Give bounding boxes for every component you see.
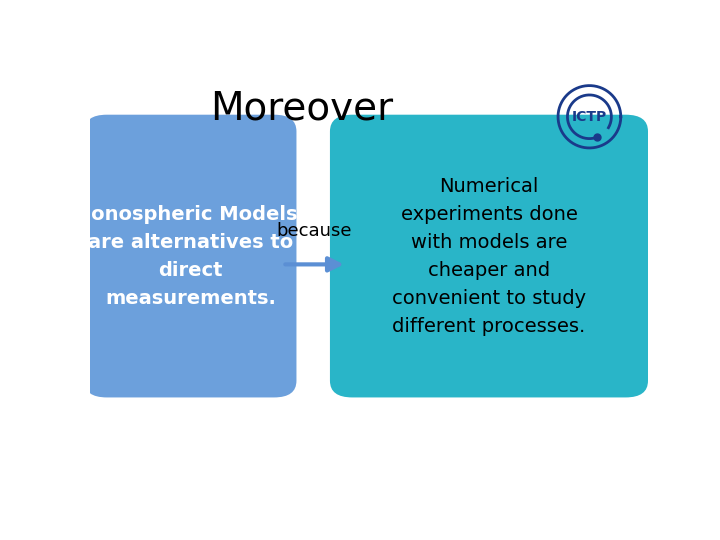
FancyBboxPatch shape [84, 114, 297, 397]
Text: Numerical
experiments done
with models are
cheaper and
convenient to study
diffe: Numerical experiments done with models a… [392, 177, 586, 335]
Text: ICTP: ICTP [572, 110, 607, 124]
Text: because: because [277, 222, 352, 240]
FancyBboxPatch shape [330, 114, 648, 397]
Text: Moreover: Moreover [210, 90, 394, 128]
Text: Ionospheric Models
are alternatives to
direct
measurements.: Ionospheric Models are alternatives to d… [84, 205, 297, 308]
